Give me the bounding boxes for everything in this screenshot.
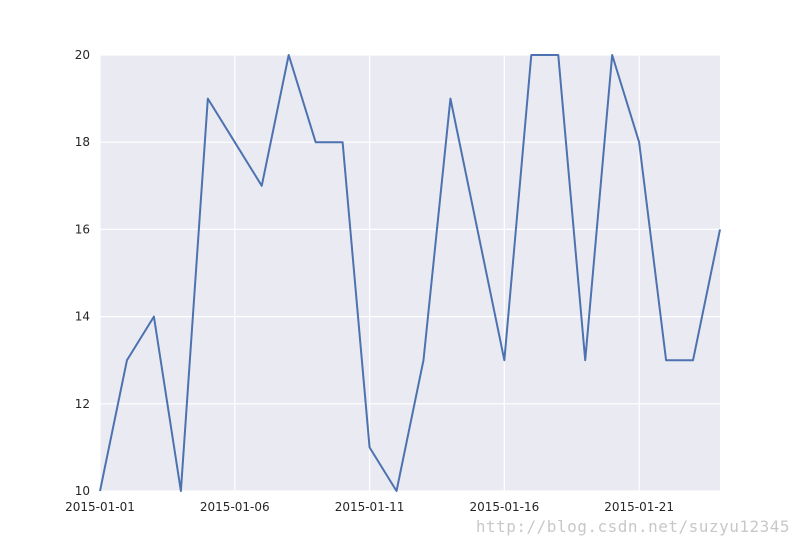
y-tick-label: 14 bbox=[75, 310, 90, 324]
y-tick-label: 18 bbox=[75, 135, 90, 149]
x-tick-label: 2015-01-01 bbox=[65, 500, 135, 514]
y-tick-label: 20 bbox=[75, 48, 90, 62]
x-tick-label: 2015-01-21 bbox=[604, 500, 674, 514]
y-tick-label: 16 bbox=[75, 222, 90, 236]
x-tick-label: 2015-01-11 bbox=[335, 500, 405, 514]
x-tick-label: 2015-01-16 bbox=[469, 500, 539, 514]
y-tick-label: 12 bbox=[75, 397, 90, 411]
x-axis-tick-labels: 2015-01-01 2015-01-06 2015-01-11 2015-01-16… bbox=[65, 500, 674, 514]
y-axis-tick-labels: 10 12 14 16 18 20 bbox=[75, 48, 90, 498]
plot-background bbox=[100, 55, 720, 491]
y-tick-label: 10 bbox=[75, 484, 90, 498]
series-layer bbox=[99, 54, 721, 492]
grid-lines bbox=[99, 54, 720, 492]
x-tick-label: 2015-01-06 bbox=[200, 500, 270, 514]
series-line bbox=[99, 54, 721, 492]
watermark-text: http://blog.csdn.net/suzyu12345 bbox=[475, 517, 790, 536]
